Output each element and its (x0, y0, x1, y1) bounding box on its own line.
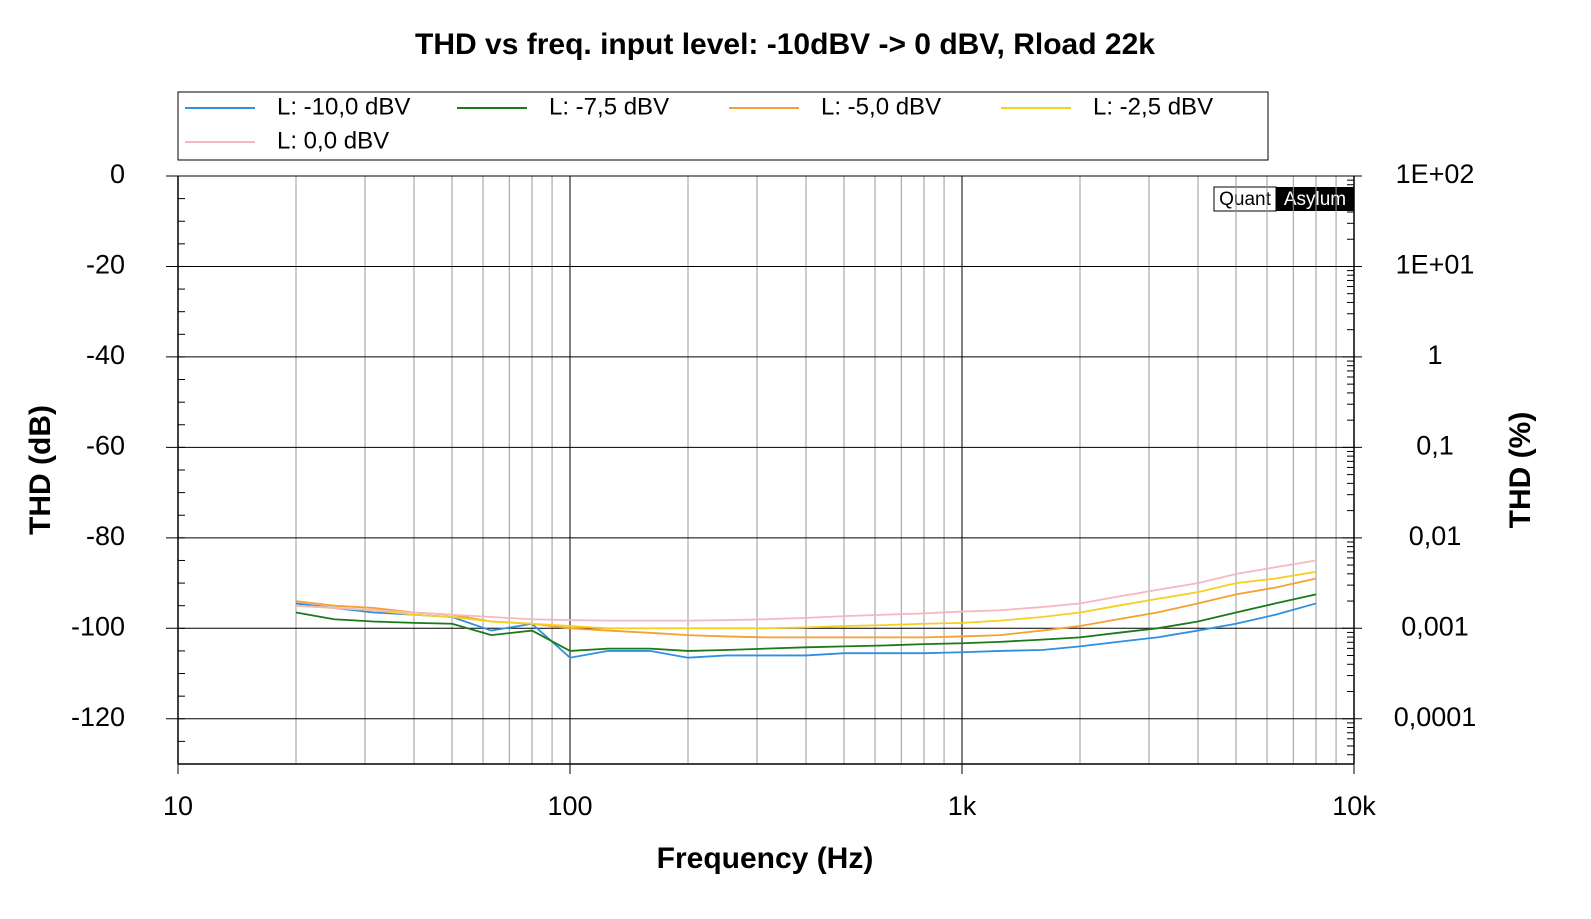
logo-right: Asylum (1284, 189, 1346, 210)
series-line (295, 593, 1317, 652)
logo-right-box (1276, 187, 1354, 211)
y-tick-label: -60 (86, 431, 125, 461)
series-line (295, 559, 1317, 622)
series-line (295, 602, 1317, 659)
y2-tick-label: 0,001 (1401, 611, 1469, 641)
y-tick-label: -80 (86, 521, 125, 551)
logo-left: Quant (1219, 189, 1271, 210)
legend-label: L: -5,0 dBV (821, 93, 941, 120)
y2-tick-label: 1E+01 (1396, 250, 1475, 280)
y2-tick-label: 1E+02 (1396, 159, 1475, 189)
series-line (295, 577, 1317, 639)
x-tick-label: 100 (547, 791, 592, 821)
y2-tick-label: 0,1 (1416, 430, 1454, 460)
x-tick-label: 1k (948, 791, 977, 821)
y-tick-label: -40 (86, 340, 125, 370)
legend-label: L: 0,0 dBV (277, 127, 389, 154)
y2-tick-label: 0,0001 (1394, 702, 1477, 732)
y-tick-label: -120 (71, 702, 125, 732)
y2-tick-label: 1 (1427, 340, 1442, 370)
x-tick-label: 10 (163, 791, 193, 821)
y-axis-title: THD (dB) (24, 405, 57, 535)
y-tick-label: 0 (110, 159, 125, 189)
y2-tick-label: 0,01 (1409, 521, 1462, 551)
legend-label: L: -7,5 dBV (549, 93, 669, 120)
legend-box (177, 91, 1269, 161)
x-tick-label: 10k (1332, 791, 1376, 821)
legend-label: L: -2,5 dBV (1093, 93, 1213, 120)
y-tick-label: -100 (71, 611, 125, 641)
y-tick-label: -20 (86, 250, 125, 280)
x-axis-title: Frequency (Hz) (657, 842, 874, 875)
grid (166, 175, 1355, 774)
legend-label: L: -10,0 dBV (277, 93, 410, 120)
y2-axis-title: THD (%) (1504, 412, 1537, 529)
series-line (295, 570, 1317, 630)
logo-left-box (1213, 186, 1277, 212)
chart-title: THD vs freq. input level: -10dBV -> 0 dB… (415, 28, 1155, 61)
